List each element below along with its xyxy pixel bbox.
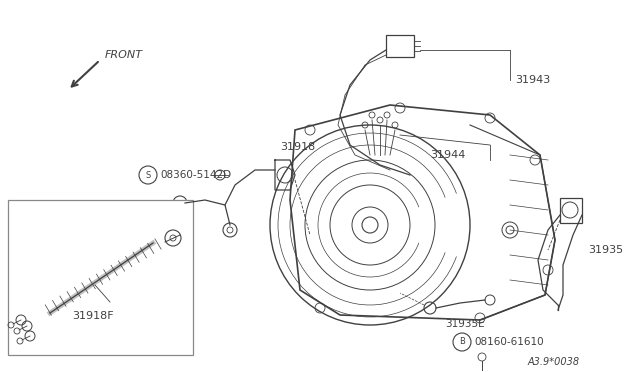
Text: 31918: 31918 bbox=[280, 142, 316, 152]
Text: FRONT: FRONT bbox=[105, 50, 143, 60]
Text: 08360-5142D: 08360-5142D bbox=[160, 170, 231, 180]
Text: 31943: 31943 bbox=[515, 75, 550, 85]
Text: 31935: 31935 bbox=[588, 245, 623, 255]
Bar bbox=[560, 198, 582, 223]
Text: A3.9*0038: A3.9*0038 bbox=[528, 357, 580, 367]
Text: 31944: 31944 bbox=[430, 150, 465, 160]
Text: 31918F: 31918F bbox=[72, 311, 114, 321]
Text: S: S bbox=[145, 170, 150, 180]
Bar bbox=[386, 35, 414, 57]
Text: 08160-61610: 08160-61610 bbox=[474, 337, 543, 347]
Text: 31935E: 31935E bbox=[445, 319, 484, 329]
Bar bbox=[8, 200, 193, 355]
Text: B: B bbox=[459, 337, 465, 346]
